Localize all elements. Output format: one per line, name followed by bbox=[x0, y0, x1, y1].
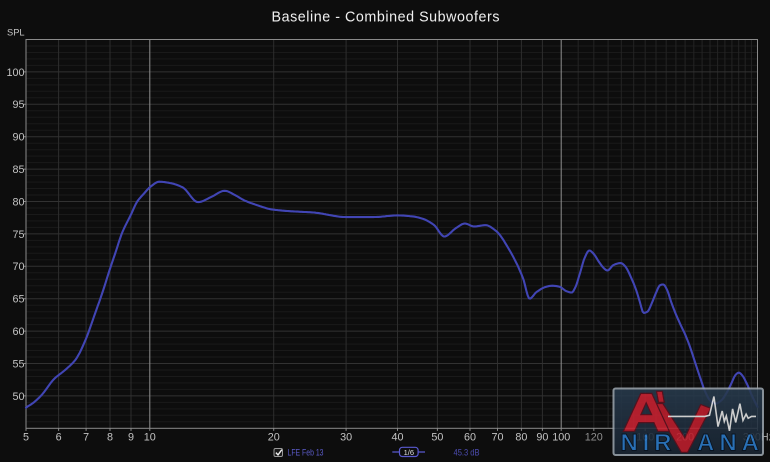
svg-text:95: 95 bbox=[12, 99, 24, 111]
svg-text:75: 75 bbox=[12, 229, 24, 241]
svg-text:45.3 dB: 45.3 dB bbox=[454, 447, 480, 457]
svg-text:NIR: NIR bbox=[621, 430, 672, 457]
svg-text:6: 6 bbox=[56, 431, 62, 443]
svg-text:20: 20 bbox=[268, 431, 280, 443]
svg-text:7: 7 bbox=[83, 431, 89, 443]
svg-text:Baseline - Combined Subwoofers: Baseline - Combined Subwoofers bbox=[272, 10, 500, 26]
svg-text:5: 5 bbox=[23, 431, 29, 443]
svg-text:100: 100 bbox=[552, 431, 570, 443]
svg-text:SPL: SPL bbox=[7, 28, 25, 38]
svg-text:70: 70 bbox=[12, 261, 24, 273]
svg-text:100: 100 bbox=[6, 67, 24, 79]
svg-text:50: 50 bbox=[431, 431, 443, 443]
svg-text:120: 120 bbox=[585, 431, 603, 443]
svg-text:LFE Feb 13: LFE Feb 13 bbox=[288, 447, 324, 457]
svg-text:70: 70 bbox=[491, 431, 503, 443]
svg-text:60: 60 bbox=[12, 326, 24, 338]
svg-text:8: 8 bbox=[107, 431, 113, 443]
svg-text:50: 50 bbox=[12, 391, 24, 403]
svg-text:55: 55 bbox=[12, 358, 24, 370]
svg-text:85: 85 bbox=[12, 164, 24, 176]
svg-text:ANA: ANA bbox=[697, 430, 759, 457]
svg-text:10: 10 bbox=[144, 431, 156, 443]
svg-text:90: 90 bbox=[536, 431, 548, 443]
svg-text:40: 40 bbox=[391, 431, 403, 443]
svg-text:9: 9 bbox=[128, 431, 134, 443]
svg-text:80: 80 bbox=[515, 431, 527, 443]
svg-text:80: 80 bbox=[12, 196, 24, 208]
svg-text:65: 65 bbox=[12, 294, 24, 306]
svg-text:90: 90 bbox=[12, 132, 24, 144]
svg-text:60: 60 bbox=[464, 431, 476, 443]
svg-text:1/6: 1/6 bbox=[404, 448, 414, 457]
svg-text:30: 30 bbox=[340, 431, 352, 443]
